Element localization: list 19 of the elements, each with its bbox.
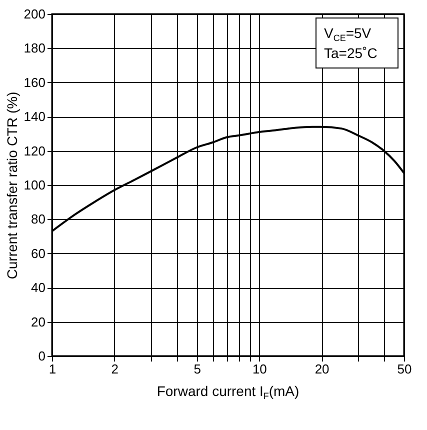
y-tick-label: 80 xyxy=(31,212,46,227)
x-tick-label: 10 xyxy=(252,362,267,376)
y-tick-label: 0 xyxy=(38,348,46,364)
y-tick-label: 200 xyxy=(24,6,46,22)
y-tick-label: 140 xyxy=(24,109,46,124)
x-tick-label: 1 xyxy=(48,362,56,376)
y-tick-label: 20 xyxy=(31,314,46,330)
x-tick-label: 20 xyxy=(314,362,330,376)
y-tick-label: 60 xyxy=(31,246,46,261)
y-tick-label: 160 xyxy=(24,74,46,90)
y-tick-label: 180 xyxy=(24,40,46,56)
x-tick-label: 50 xyxy=(397,362,412,376)
y-axis-title: Current transfer ratio CTR (%) xyxy=(4,92,20,280)
y-tick-label: 40 xyxy=(31,280,46,296)
annotation: Ta=25˚C xyxy=(324,45,378,61)
y-tick-label: 120 xyxy=(24,143,46,158)
x-tick-label: 2 xyxy=(111,362,118,376)
y-tick-label: 100 xyxy=(24,178,46,192)
x-tick-label: 5 xyxy=(194,362,201,376)
